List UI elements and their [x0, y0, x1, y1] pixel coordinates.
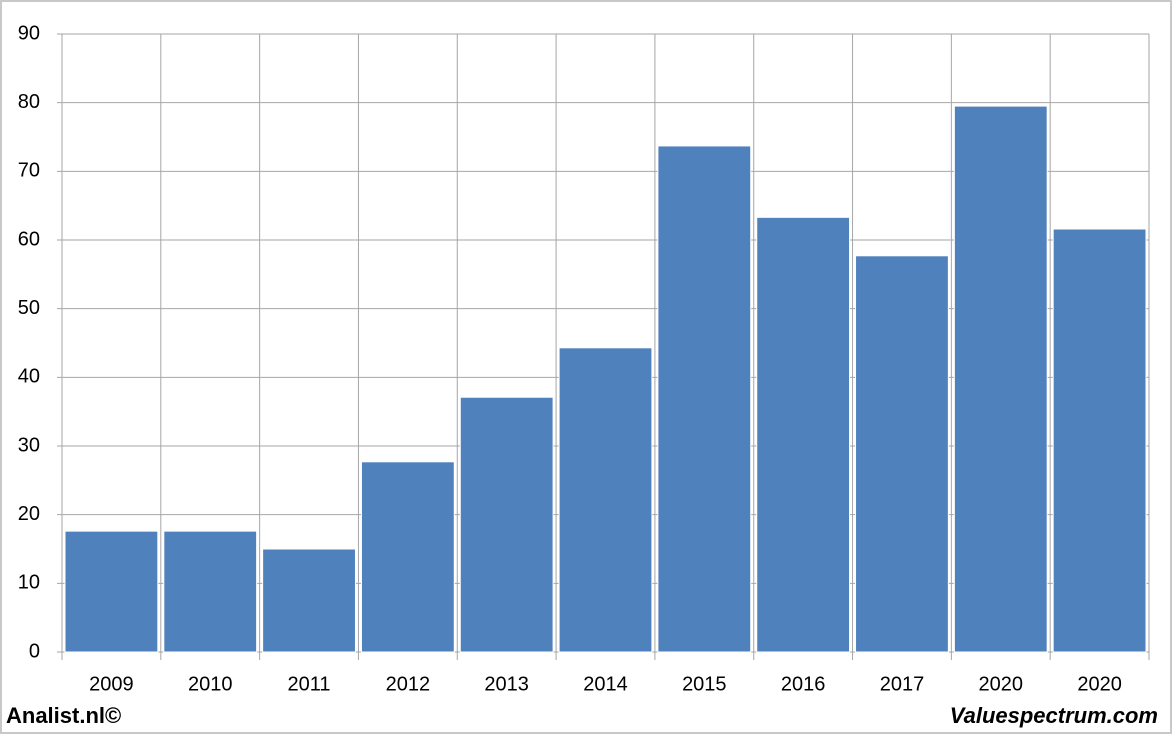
bar — [855, 255, 949, 653]
bar — [360, 461, 455, 653]
y-tick-label: 10 — [18, 572, 40, 594]
x-tick-label: 2013 — [484, 673, 529, 695]
footer-right: Valuespectrum.com — [950, 703, 1158, 728]
x-tick-label: 2015 — [682, 673, 727, 695]
bar — [163, 530, 258, 653]
y-tick-label: 0 — [29, 640, 40, 662]
bar — [558, 347, 653, 653]
y-tick-label: 20 — [18, 503, 40, 525]
x-tick-label: 2009 — [89, 673, 134, 695]
y-tick-label: 60 — [18, 228, 40, 250]
bar — [262, 548, 356, 653]
bar — [756, 216, 851, 653]
bar — [459, 396, 554, 653]
x-tick-label: 2010 — [188, 673, 233, 695]
y-tick-label: 70 — [18, 160, 40, 182]
x-tick-label: 2020 — [1077, 673, 1122, 695]
y-tick-label: 80 — [18, 91, 40, 113]
x-tick-label: 2017 — [880, 673, 925, 695]
y-tick-label: 90 — [18, 22, 40, 44]
x-tick-label: 2016 — [781, 673, 826, 695]
bar — [1052, 228, 1147, 653]
y-tick-label: 30 — [18, 434, 40, 456]
y-tick-label: 50 — [18, 297, 40, 319]
footer-left: Analist.nl© — [6, 703, 121, 728]
bar — [953, 105, 1048, 653]
x-tick-label: 2020 — [979, 673, 1024, 695]
bar — [64, 530, 159, 653]
x-tick-label: 2014 — [583, 673, 628, 695]
x-tick-label: 2011 — [288, 673, 331, 695]
y-tick-label: 40 — [18, 366, 40, 388]
x-tick-label: 2012 — [386, 673, 431, 695]
bar — [657, 145, 752, 653]
